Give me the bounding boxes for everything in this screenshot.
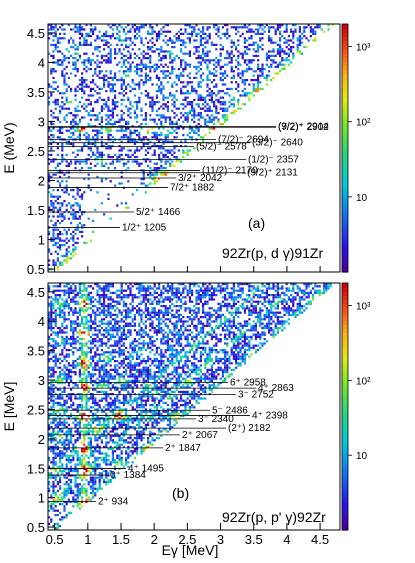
heatmap-cells <box>48 283 332 530</box>
x-tick-label: 4 <box>283 532 290 547</box>
y-tick-label: 4.5 <box>27 285 45 300</box>
reaction-label: 92Zr(p, p' γ)92Zr <box>222 509 326 525</box>
y-tick-label: 0.5 <box>27 520 45 535</box>
x-axis: 0.5 1 1.5 2 2.5 3 3.5 4 4.5 Eγ [MeV] <box>46 523 329 558</box>
y-tick-label: 2 <box>38 173 45 188</box>
x-tick-label: 2 <box>151 532 158 547</box>
level-label: 3⁻ 2340 <box>198 414 234 425</box>
colorbar-tick-label: 10³ <box>356 302 371 313</box>
level-label: 3/2⁺ 2042 <box>178 173 223 184</box>
x-tick-label: 2.5 <box>178 532 196 547</box>
level-label: (2⁺) 2182 <box>228 423 271 434</box>
level-label: 2⁺ 1847 <box>165 443 201 454</box>
level-label: 1/2⁺ 1205 <box>122 222 167 233</box>
y-axis-title: E [MeV] <box>1 382 17 432</box>
level-annotations: (9/2)⁺ 2914(7/2)⁺ 2902 (7/2)⁻ 2694(3/2)⁻ … <box>48 122 329 233</box>
x-tick-label: 1 <box>84 532 91 547</box>
colorbar: 10 10² 10³ <box>341 282 371 531</box>
level-label: (11/2)⁻ 2170 <box>202 165 258 176</box>
level-label: (7/2)⁻ 2694 <box>218 134 269 145</box>
colorbar-tick-label: 10² <box>356 118 371 129</box>
y-tick-label: 3 <box>38 373 45 388</box>
y-axis: 0.5 1 1.5 2 2.5 3 3.5 4 4.5 E (MeV) <box>1 26 55 277</box>
y-axis: 0.5 1 1.5 2 2.5 3 3.5 4 4.5 E [MeV] <box>1 285 55 535</box>
y-tick-label: 3.5 <box>27 344 45 359</box>
level-label: (7/2)⁺ 2902 <box>278 122 329 133</box>
y-tick-label: 3 <box>38 114 45 129</box>
level-label: 4⁺ 2863 <box>258 383 294 394</box>
y-axis-title: E (MeV) <box>1 122 17 173</box>
colorbar-tick-label: 10² <box>356 376 371 387</box>
level-label: 0⁺ 1384 <box>110 470 146 481</box>
level-label: 3⁻ 2752 <box>238 390 274 401</box>
level-label: (9/2)⁺ 2914 <box>278 122 329 133</box>
colorbar-tick-label: 10 <box>356 193 368 204</box>
level-label: (1/2)⁻ 2357 <box>248 154 299 165</box>
y-tick-label: 3.5 <box>27 85 45 100</box>
y-tick-label: 4 <box>38 55 45 70</box>
panel-label: (a) <box>248 215 265 231</box>
level-label: (5/2)⁻ 2578 <box>196 141 247 152</box>
y-tick-label: 1 <box>38 491 45 506</box>
level-label: (3/2)⁻ 2640 <box>252 138 303 149</box>
colorbar-tick-label: 10 <box>356 451 368 462</box>
y-tick-label: 1.5 <box>27 461 45 476</box>
level-label: (9/2)⁺ 2131 <box>247 168 298 179</box>
panel-a: (9/2)⁺ 2914(7/2)⁺ 2902 (7/2)⁻ 2694(3/2)⁻ … <box>1 23 371 277</box>
y-tick-label: 1.5 <box>27 203 45 218</box>
x-axis-title: Eγ [MeV] <box>162 542 219 558</box>
plot-frame <box>47 23 341 273</box>
y-tick-label: 2.5 <box>27 144 45 159</box>
y-tick-label: 2.5 <box>27 402 45 417</box>
x-tick-label: 3 <box>217 532 224 547</box>
level-label: 2⁺ 934 <box>98 497 129 508</box>
y-tick-label: 1 <box>38 233 45 248</box>
plot-frame <box>47 282 341 531</box>
y-tick-label: 4.5 <box>27 26 45 41</box>
colorbar: 10 10² 10³ <box>341 23 371 273</box>
heatmap-cells <box>48 24 334 271</box>
level-label: 7/2⁺ 1882 <box>170 182 215 193</box>
colorbar-tick-label: 10³ <box>356 43 371 54</box>
x-tick-label: 3.5 <box>245 532 263 547</box>
panel-label: (b) <box>172 485 189 501</box>
y-tick-label: 0.5 <box>27 262 45 277</box>
level-label: 6⁺ 2958 <box>230 378 266 389</box>
x-tick-label: 0.5 <box>46 532 64 547</box>
level-label: 4⁺ 2398 <box>252 410 288 421</box>
reaction-label: 92Zr(p, d γ)91Zr <box>222 245 323 261</box>
y-tick-label: 4 <box>38 314 45 329</box>
level-label: 4⁺ 1495 <box>128 464 164 475</box>
level-label: 2⁺ 2067 <box>182 430 218 441</box>
level-label: 5/2⁺ 1466 <box>136 207 181 218</box>
level-label: 5⁻ 2486 <box>212 405 248 416</box>
y-tick-label: 2 <box>38 432 45 447</box>
x-tick-label: 1.5 <box>112 532 130 547</box>
x-tick-label: 4.5 <box>311 532 329 547</box>
